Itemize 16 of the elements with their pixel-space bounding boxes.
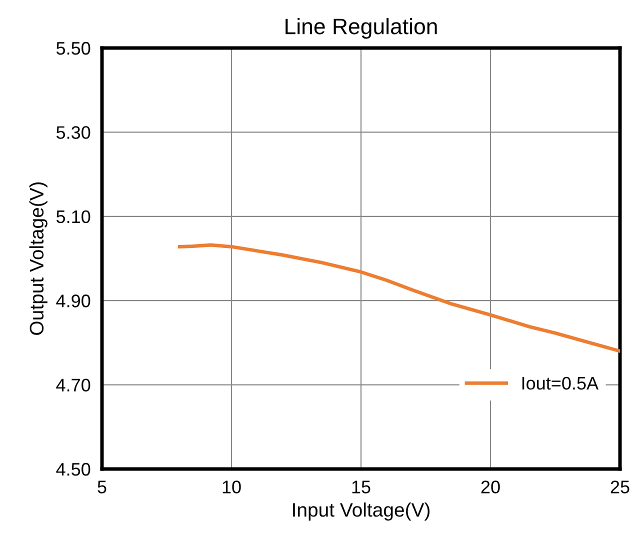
y-tick-label: 5.10 xyxy=(56,210,90,224)
x-tick-label: 10 xyxy=(222,480,241,494)
legend-label: Iout=0.5A xyxy=(522,376,599,390)
chart-title: Line Regulation xyxy=(286,18,437,39)
x-tick-label: 15 xyxy=(352,480,370,494)
y-tick-label: 5.30 xyxy=(56,126,90,139)
x-tick-label: 25 xyxy=(610,480,630,494)
y-tick-label: 5.50 xyxy=(56,42,90,55)
y-axis-title: Output Voltage(V) xyxy=(29,182,48,335)
line-series xyxy=(178,243,620,353)
y-tick-label: 4.90 xyxy=(56,294,90,308)
x-tick-label: 5 xyxy=(98,480,106,494)
x-tick-label: 20 xyxy=(481,480,500,494)
y-tick-label: 4.70 xyxy=(56,378,90,392)
y-tick-label: 4.50 xyxy=(56,462,90,476)
x-axis-title: Input Voltage(V) xyxy=(293,502,430,521)
